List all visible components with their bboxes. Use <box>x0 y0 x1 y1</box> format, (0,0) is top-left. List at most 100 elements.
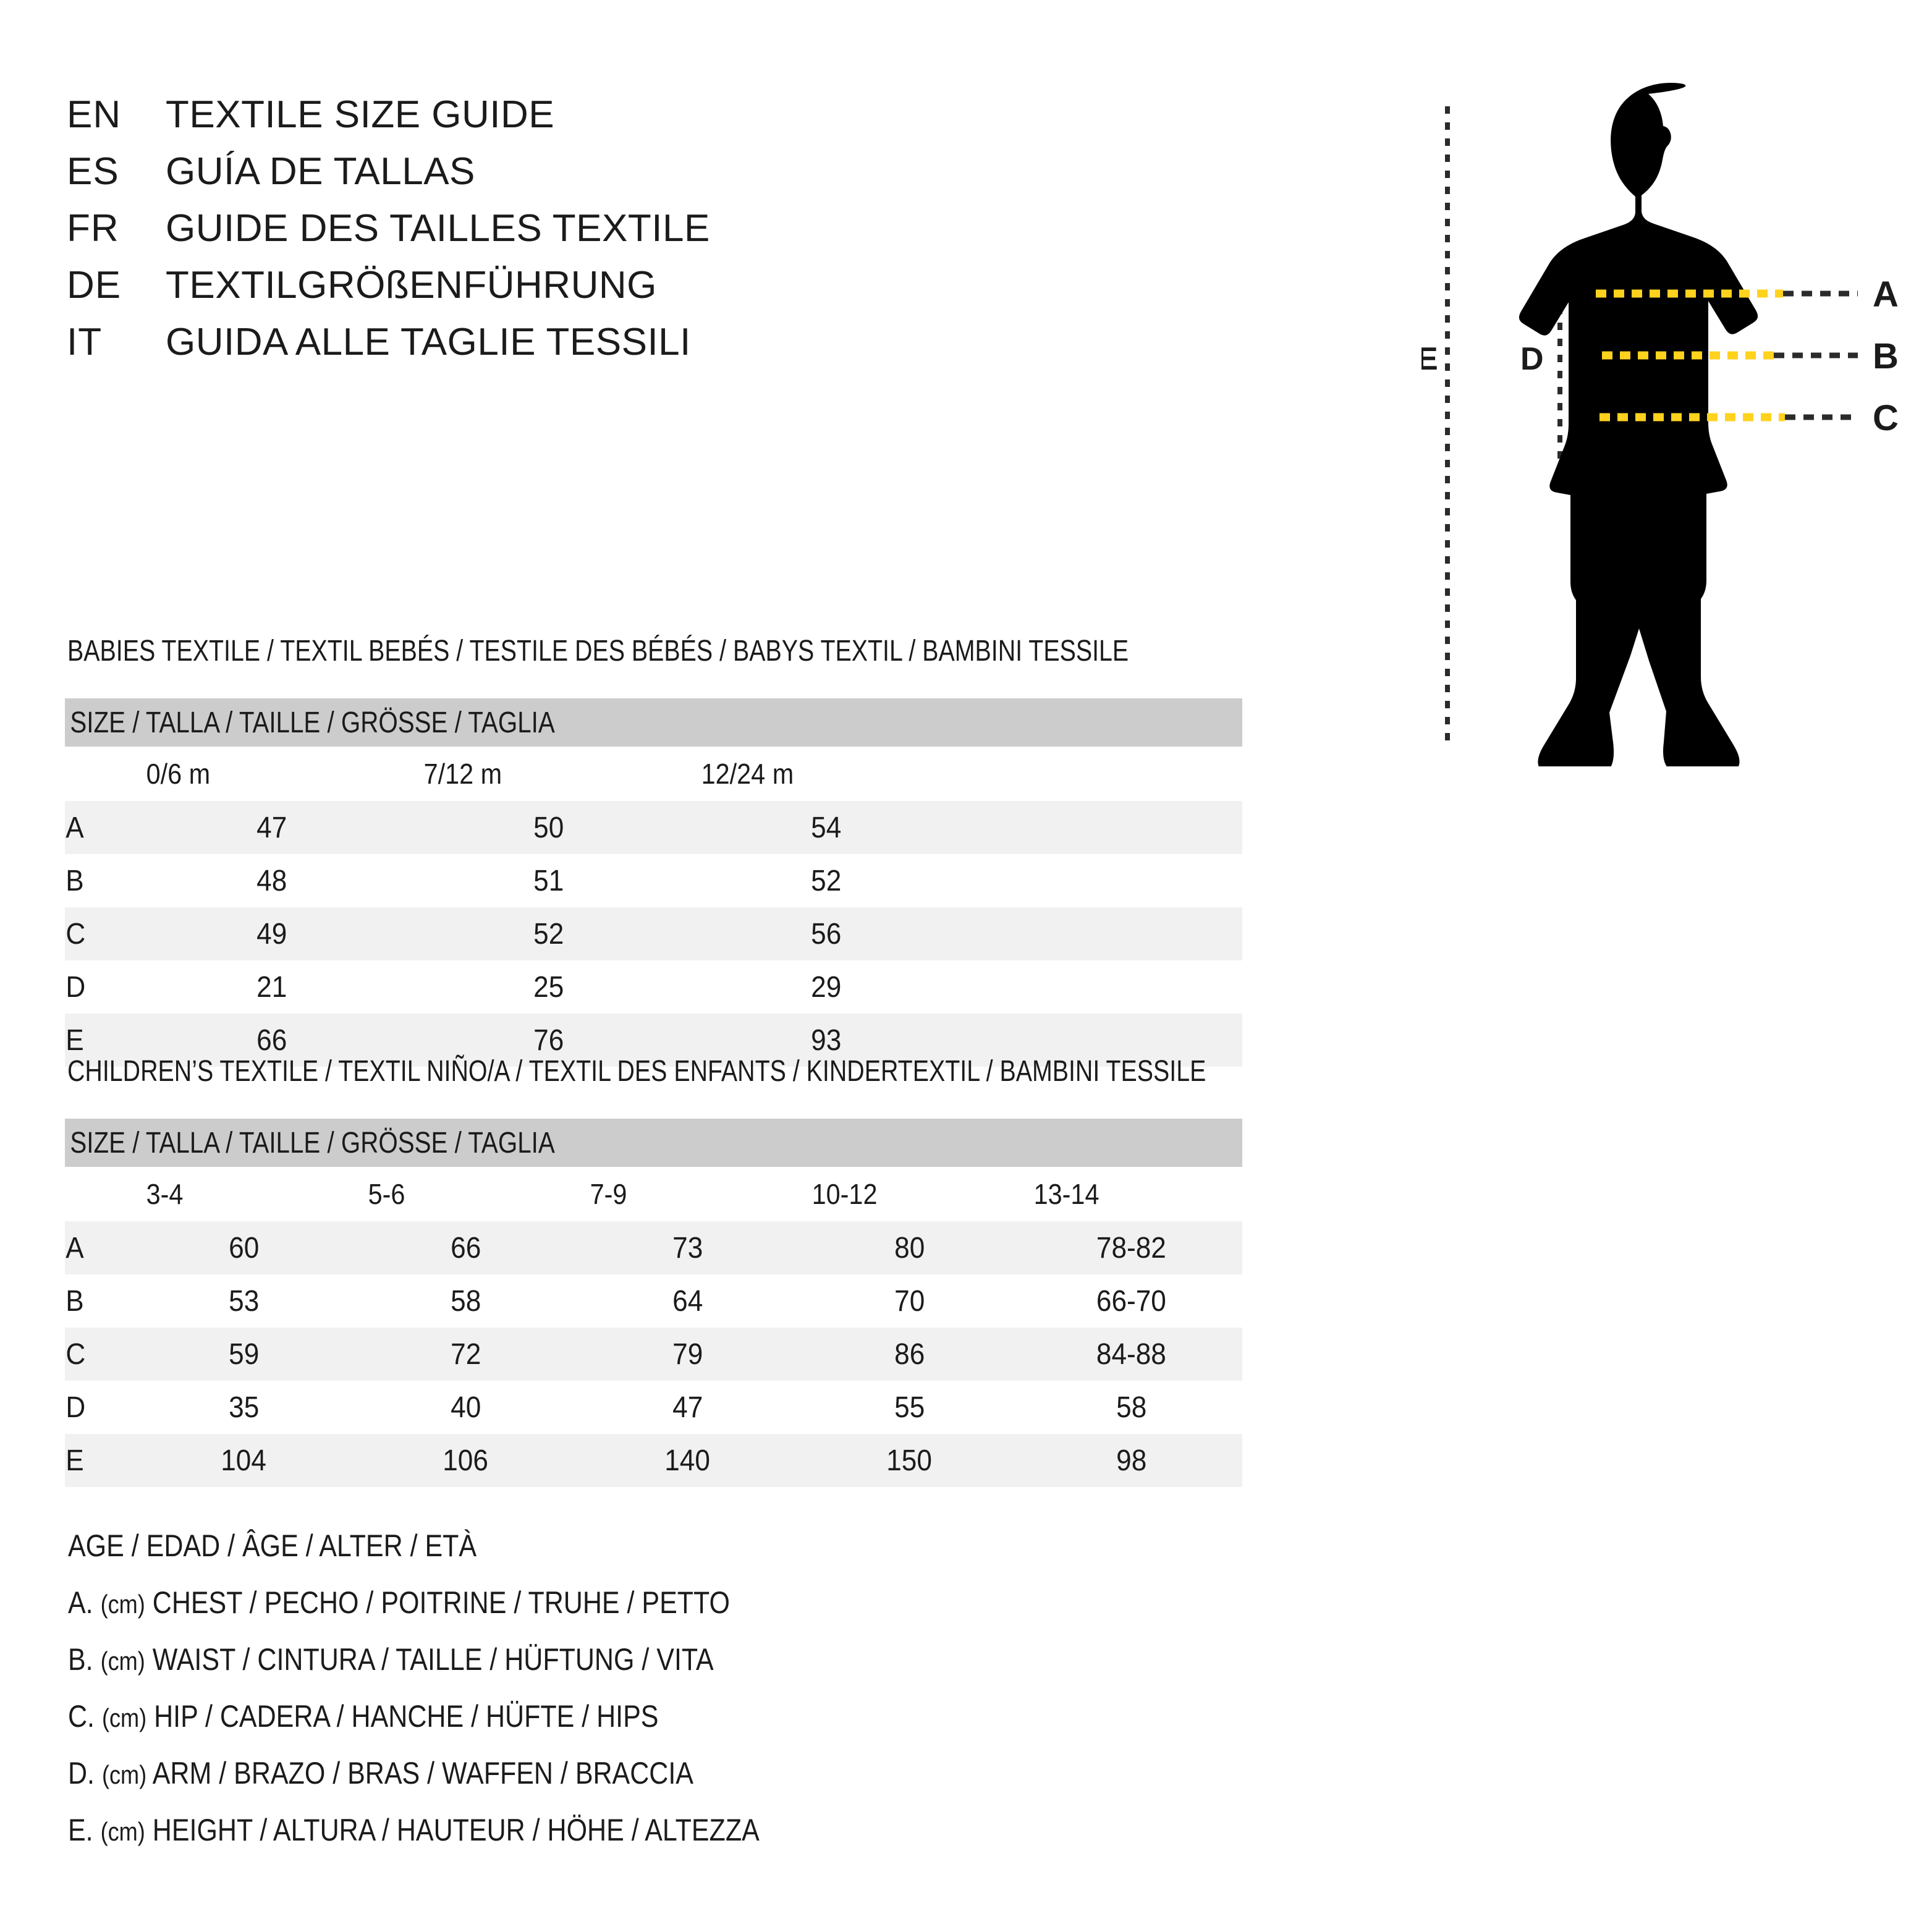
figure-label-b: B <box>1873 336 1899 376</box>
babies-size-table: SIZE / TALLA / TAILLE / GRÖSSE / TAGLIA … <box>65 698 1242 1067</box>
table-header-bar: SIZE / TALLA / TAILLE / GRÖSSE / TAGLIA <box>65 698 1242 747</box>
children-row-label-b: B <box>66 1284 84 1318</box>
children-row-label-e: E <box>66 1444 84 1477</box>
legend-unit-a: (cm) <box>100 1590 145 1619</box>
children-a-1: 66 <box>450 1231 481 1265</box>
children-c-2: 79 <box>672 1337 703 1371</box>
language-title-fr: GUIDE DES TAILLES TEXTILE <box>166 207 710 250</box>
children-b-2: 64 <box>672 1284 703 1318</box>
children-col-2: 7-9 <box>590 1178 627 1210</box>
legend-text-d: ARM / BRAZO / BRAS / WAFFEN / BRACCIA <box>152 1756 693 1790</box>
children-header-label: SIZE / TALLA / TAILLE / GRÖSSE / TAGLIA <box>70 1126 555 1159</box>
table-row: D 35 40 47 55 58 <box>65 1381 1242 1434</box>
figure-label-a: A <box>1873 274 1899 315</box>
babies-col-0: 0/6 m <box>146 758 211 790</box>
children-section: CHILDREN’S TEXTILE / TEXTIL NIÑO/A / TEX… <box>65 1057 1242 1487</box>
children-c-1: 72 <box>450 1337 481 1371</box>
children-col-1: 5-6 <box>368 1178 405 1210</box>
legend-item-e: E. (cm) HEIGHT / ALTURA / HAUTEUR / HÖHE… <box>68 1802 1131 1858</box>
children-col-4: 13-14 <box>1033 1178 1099 1210</box>
children-d-3: 55 <box>894 1391 925 1424</box>
children-b-4: 66-70 <box>1096 1284 1166 1318</box>
children-c-3: 86 <box>894 1337 925 1371</box>
table-row: E 66 76 93 <box>65 1014 1242 1067</box>
babies-col-2: 12/24 m <box>701 758 794 790</box>
children-e-1: 106 <box>443 1444 489 1477</box>
babies-b-0: 48 <box>256 864 287 897</box>
legend-item-d: D. (cm) ARM / BRAZO / BRAS / WAFFEN / BR… <box>68 1745 1131 1802</box>
children-row-label-a: A <box>66 1231 84 1265</box>
children-b-0: 53 <box>228 1284 260 1318</box>
babies-b-2: 52 <box>811 864 842 897</box>
children-b-1: 58 <box>450 1284 481 1318</box>
children-col-3: 10-12 <box>811 1178 878 1210</box>
figure-label-e: E <box>1421 341 1438 377</box>
babies-a-0: 47 <box>256 811 287 844</box>
figure-label-c: C <box>1873 398 1899 438</box>
babies-d-2: 29 <box>811 970 842 1004</box>
language-title-en: TEXTILE SIZE GUIDE <box>166 93 555 136</box>
legend-unit-d: (cm) <box>101 1760 147 1789</box>
table-row: E 104 106 140 150 98 <box>65 1434 1242 1487</box>
children-d-1: 40 <box>450 1391 481 1424</box>
babies-e-0: 66 <box>256 1023 287 1057</box>
language-title-it: GUIDA ALLE TAGLIE TESSILI <box>166 321 691 363</box>
table-row: C 59 72 79 86 84-88 <box>65 1328 1242 1381</box>
children-a-3: 80 <box>894 1231 925 1265</box>
child-silhouette-icon <box>1519 83 1758 766</box>
legend-key-a: A. <box>68 1585 93 1620</box>
children-size-table: SIZE / TALLA / TAILLE / GRÖSSE / TAGLIA … <box>65 1119 1242 1487</box>
table-row: C 49 52 56 <box>65 907 1242 960</box>
children-col-0: 3-4 <box>146 1178 184 1210</box>
babies-e-2: 93 <box>811 1023 842 1057</box>
legend-key-e: E. <box>68 1813 93 1847</box>
children-a-0: 60 <box>228 1231 260 1265</box>
language-title-de: TEXTILGRÖßENFÜHRUNG <box>166 264 657 307</box>
language-code-fr: FR <box>67 207 119 250</box>
babies-d-1: 25 <box>533 970 564 1004</box>
children-c-4: 84-88 <box>1096 1337 1166 1371</box>
babies-header-label: SIZE / TALLA / TAILLE / GRÖSSE / TAGLIA <box>70 706 555 739</box>
children-b-3: 70 <box>894 1284 925 1318</box>
legend-title: AGE / EDAD / ÂGE / ALTER / ETÀ <box>68 1528 477 1563</box>
babies-row-label-e: E <box>66 1023 84 1057</box>
babies-c-1: 52 <box>533 917 564 951</box>
language-title-es: GUÍA DE TALLAS <box>166 150 475 193</box>
legend-unit-c: (cm) <box>101 1703 147 1732</box>
legend-item-c: C. (cm) HIP / CADERA / HANCHE / HÜFTE / … <box>68 1688 1131 1745</box>
babies-column-header-row: 0/6 m 7/12 m 12/24 m <box>65 747 1242 801</box>
babies-a-1: 50 <box>533 811 564 844</box>
children-a-2: 73 <box>672 1231 703 1265</box>
babies-row-label-b: B <box>66 864 84 897</box>
legend-item-b: B. (cm) WAIST / CINTURA / TAILLE / HÜFTU… <box>68 1631 1131 1688</box>
children-d-4: 58 <box>1116 1391 1147 1424</box>
children-e-2: 140 <box>664 1444 711 1477</box>
language-row: FR GUIDE DES TAILLES TEXTILE <box>67 206 1303 263</box>
language-row: ES GUÍA DE TALLAS <box>67 150 1303 206</box>
legend-key-c: C. <box>68 1699 95 1734</box>
children-d-0: 35 <box>228 1391 260 1424</box>
table-row: B 48 51 52 <box>65 854 1242 907</box>
language-code-it: IT <box>67 321 103 363</box>
babies-row-label-d: D <box>66 970 86 1004</box>
children-e-0: 104 <box>221 1444 267 1477</box>
legend-unit-b: (cm) <box>100 1646 145 1676</box>
legend-text-b: WAIST / CINTURA / TAILLE / HÜFTUNG / VIT… <box>152 1642 714 1677</box>
language-code-es: ES <box>67 150 119 193</box>
babies-c-0: 49 <box>256 917 287 951</box>
children-column-header-row: 3-4 5-6 7-9 10-12 13-14 <box>65 1167 1242 1221</box>
language-row: EN TEXTILE SIZE GUIDE <box>67 93 1303 150</box>
babies-row-label-a: A <box>66 811 84 844</box>
legend-key-d: D. <box>68 1756 95 1790</box>
figure-label-d: D <box>1520 341 1544 377</box>
babies-col-1: 7/12 m <box>423 758 502 790</box>
table-row: D 21 25 29 <box>65 960 1242 1014</box>
babies-e-1: 76 <box>533 1023 564 1057</box>
children-a-4: 78-82 <box>1096 1231 1166 1265</box>
measurement-figure: A B C D E <box>1421 74 1916 766</box>
legend-text-a: CHEST / PECHO / POITRINE / TRUHE / PETTO <box>152 1585 730 1620</box>
children-c-0: 59 <box>228 1337 260 1371</box>
children-row-label-c: C <box>66 1337 86 1371</box>
legend-key-b: B. <box>68 1642 93 1677</box>
children-e-3: 150 <box>886 1444 933 1477</box>
